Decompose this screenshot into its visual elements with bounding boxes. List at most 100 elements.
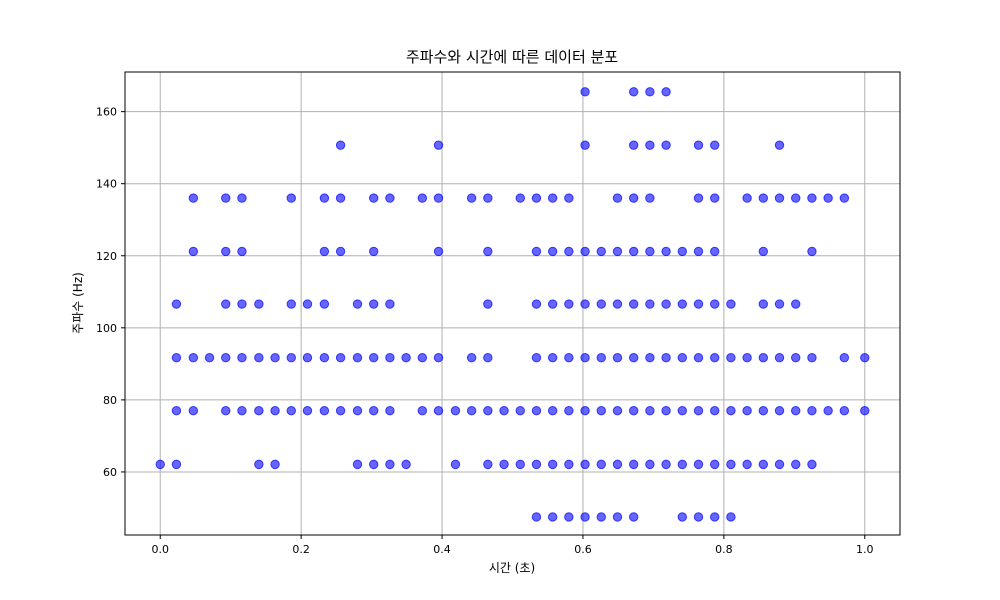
data-point xyxy=(171,459,182,470)
data-point xyxy=(531,246,542,257)
data-point xyxy=(433,353,444,363)
data-point xyxy=(645,299,655,309)
data-point xyxy=(661,299,671,309)
data-point xyxy=(693,405,704,416)
data-point xyxy=(369,299,379,309)
y-axis-label: 주파수 (Hz) xyxy=(71,272,85,334)
plot-frame xyxy=(124,71,901,536)
data-point xyxy=(531,193,542,203)
data-point xyxy=(839,193,850,203)
data-point xyxy=(596,405,606,416)
data-point xyxy=(319,299,330,309)
y-tick-label: 120 xyxy=(96,250,117,263)
data-point xyxy=(693,299,704,309)
data-point xyxy=(628,246,639,257)
data-point xyxy=(369,193,379,203)
data-point xyxy=(758,459,769,470)
data-point xyxy=(369,459,379,470)
data-point xyxy=(483,299,493,309)
data-point xyxy=(221,353,231,363)
data-point xyxy=(580,87,590,97)
data-point xyxy=(677,405,687,416)
x-tick-label: 0.8 xyxy=(715,543,733,556)
data-point xyxy=(758,193,769,203)
data-point xyxy=(335,405,346,416)
data-point xyxy=(547,512,558,522)
data-point xyxy=(839,405,850,416)
data-point xyxy=(499,459,509,470)
data-point xyxy=(188,405,199,416)
data-point xyxy=(710,193,720,203)
data-point xyxy=(547,459,558,470)
data-point xyxy=(171,299,182,309)
data-point xyxy=(726,512,736,522)
data-point xyxy=(483,459,493,470)
data-point xyxy=(483,246,493,257)
data-point xyxy=(710,299,720,309)
data-point xyxy=(319,246,330,257)
data-point xyxy=(645,140,655,150)
data-point xyxy=(564,193,574,203)
data-point xyxy=(466,405,477,416)
data-point xyxy=(612,193,623,203)
data-point xyxy=(547,299,558,309)
data-point xyxy=(726,353,736,363)
data-point xyxy=(807,459,817,470)
data-point xyxy=(352,299,363,309)
data-point xyxy=(661,87,671,97)
data-point xyxy=(693,140,704,150)
data-point xyxy=(547,246,558,257)
data-point xyxy=(580,353,590,363)
data-point xyxy=(596,353,606,363)
data-point xyxy=(628,459,639,470)
data-point xyxy=(677,459,687,470)
x-tick-label: 0.4 xyxy=(433,543,451,556)
data-point xyxy=(710,405,720,416)
data-point xyxy=(547,353,558,363)
data-point xyxy=(302,353,313,363)
data-point xyxy=(758,353,769,363)
data-point xyxy=(596,246,606,257)
data-point xyxy=(270,459,280,470)
data-point xyxy=(369,353,379,363)
data-point xyxy=(645,193,655,203)
data-point xyxy=(385,353,395,363)
data-point xyxy=(774,140,785,150)
data-point xyxy=(221,405,231,416)
data-point xyxy=(628,299,639,309)
data-point xyxy=(774,353,785,363)
data-point xyxy=(628,512,639,522)
data-point xyxy=(450,405,461,416)
x-tick-label: 0.2 xyxy=(292,543,310,556)
data-point xyxy=(483,193,493,203)
data-point xyxy=(645,405,655,416)
data-point xyxy=(860,405,870,416)
data-point xyxy=(645,246,655,257)
data-point xyxy=(564,512,574,522)
data-point xyxy=(547,193,558,203)
data-point xyxy=(612,246,623,257)
data-point xyxy=(596,299,606,309)
data-point xyxy=(188,353,199,363)
data-point xyxy=(352,459,363,470)
data-point xyxy=(466,193,477,203)
data-point xyxy=(791,459,801,470)
data-point xyxy=(155,459,165,470)
data-point xyxy=(693,246,704,257)
data-point xyxy=(580,299,590,309)
data-point xyxy=(661,353,671,363)
data-point xyxy=(860,353,870,363)
data-point xyxy=(807,405,817,416)
data-point xyxy=(677,299,687,309)
data-point xyxy=(742,353,752,363)
data-point xyxy=(612,299,623,309)
data-point xyxy=(531,459,542,470)
data-point xyxy=(677,512,687,522)
data-point xyxy=(791,405,801,416)
data-point xyxy=(483,353,493,363)
data-point xyxy=(774,193,785,203)
data-point xyxy=(204,353,215,363)
data-point xyxy=(710,353,720,363)
data-point xyxy=(774,459,785,470)
